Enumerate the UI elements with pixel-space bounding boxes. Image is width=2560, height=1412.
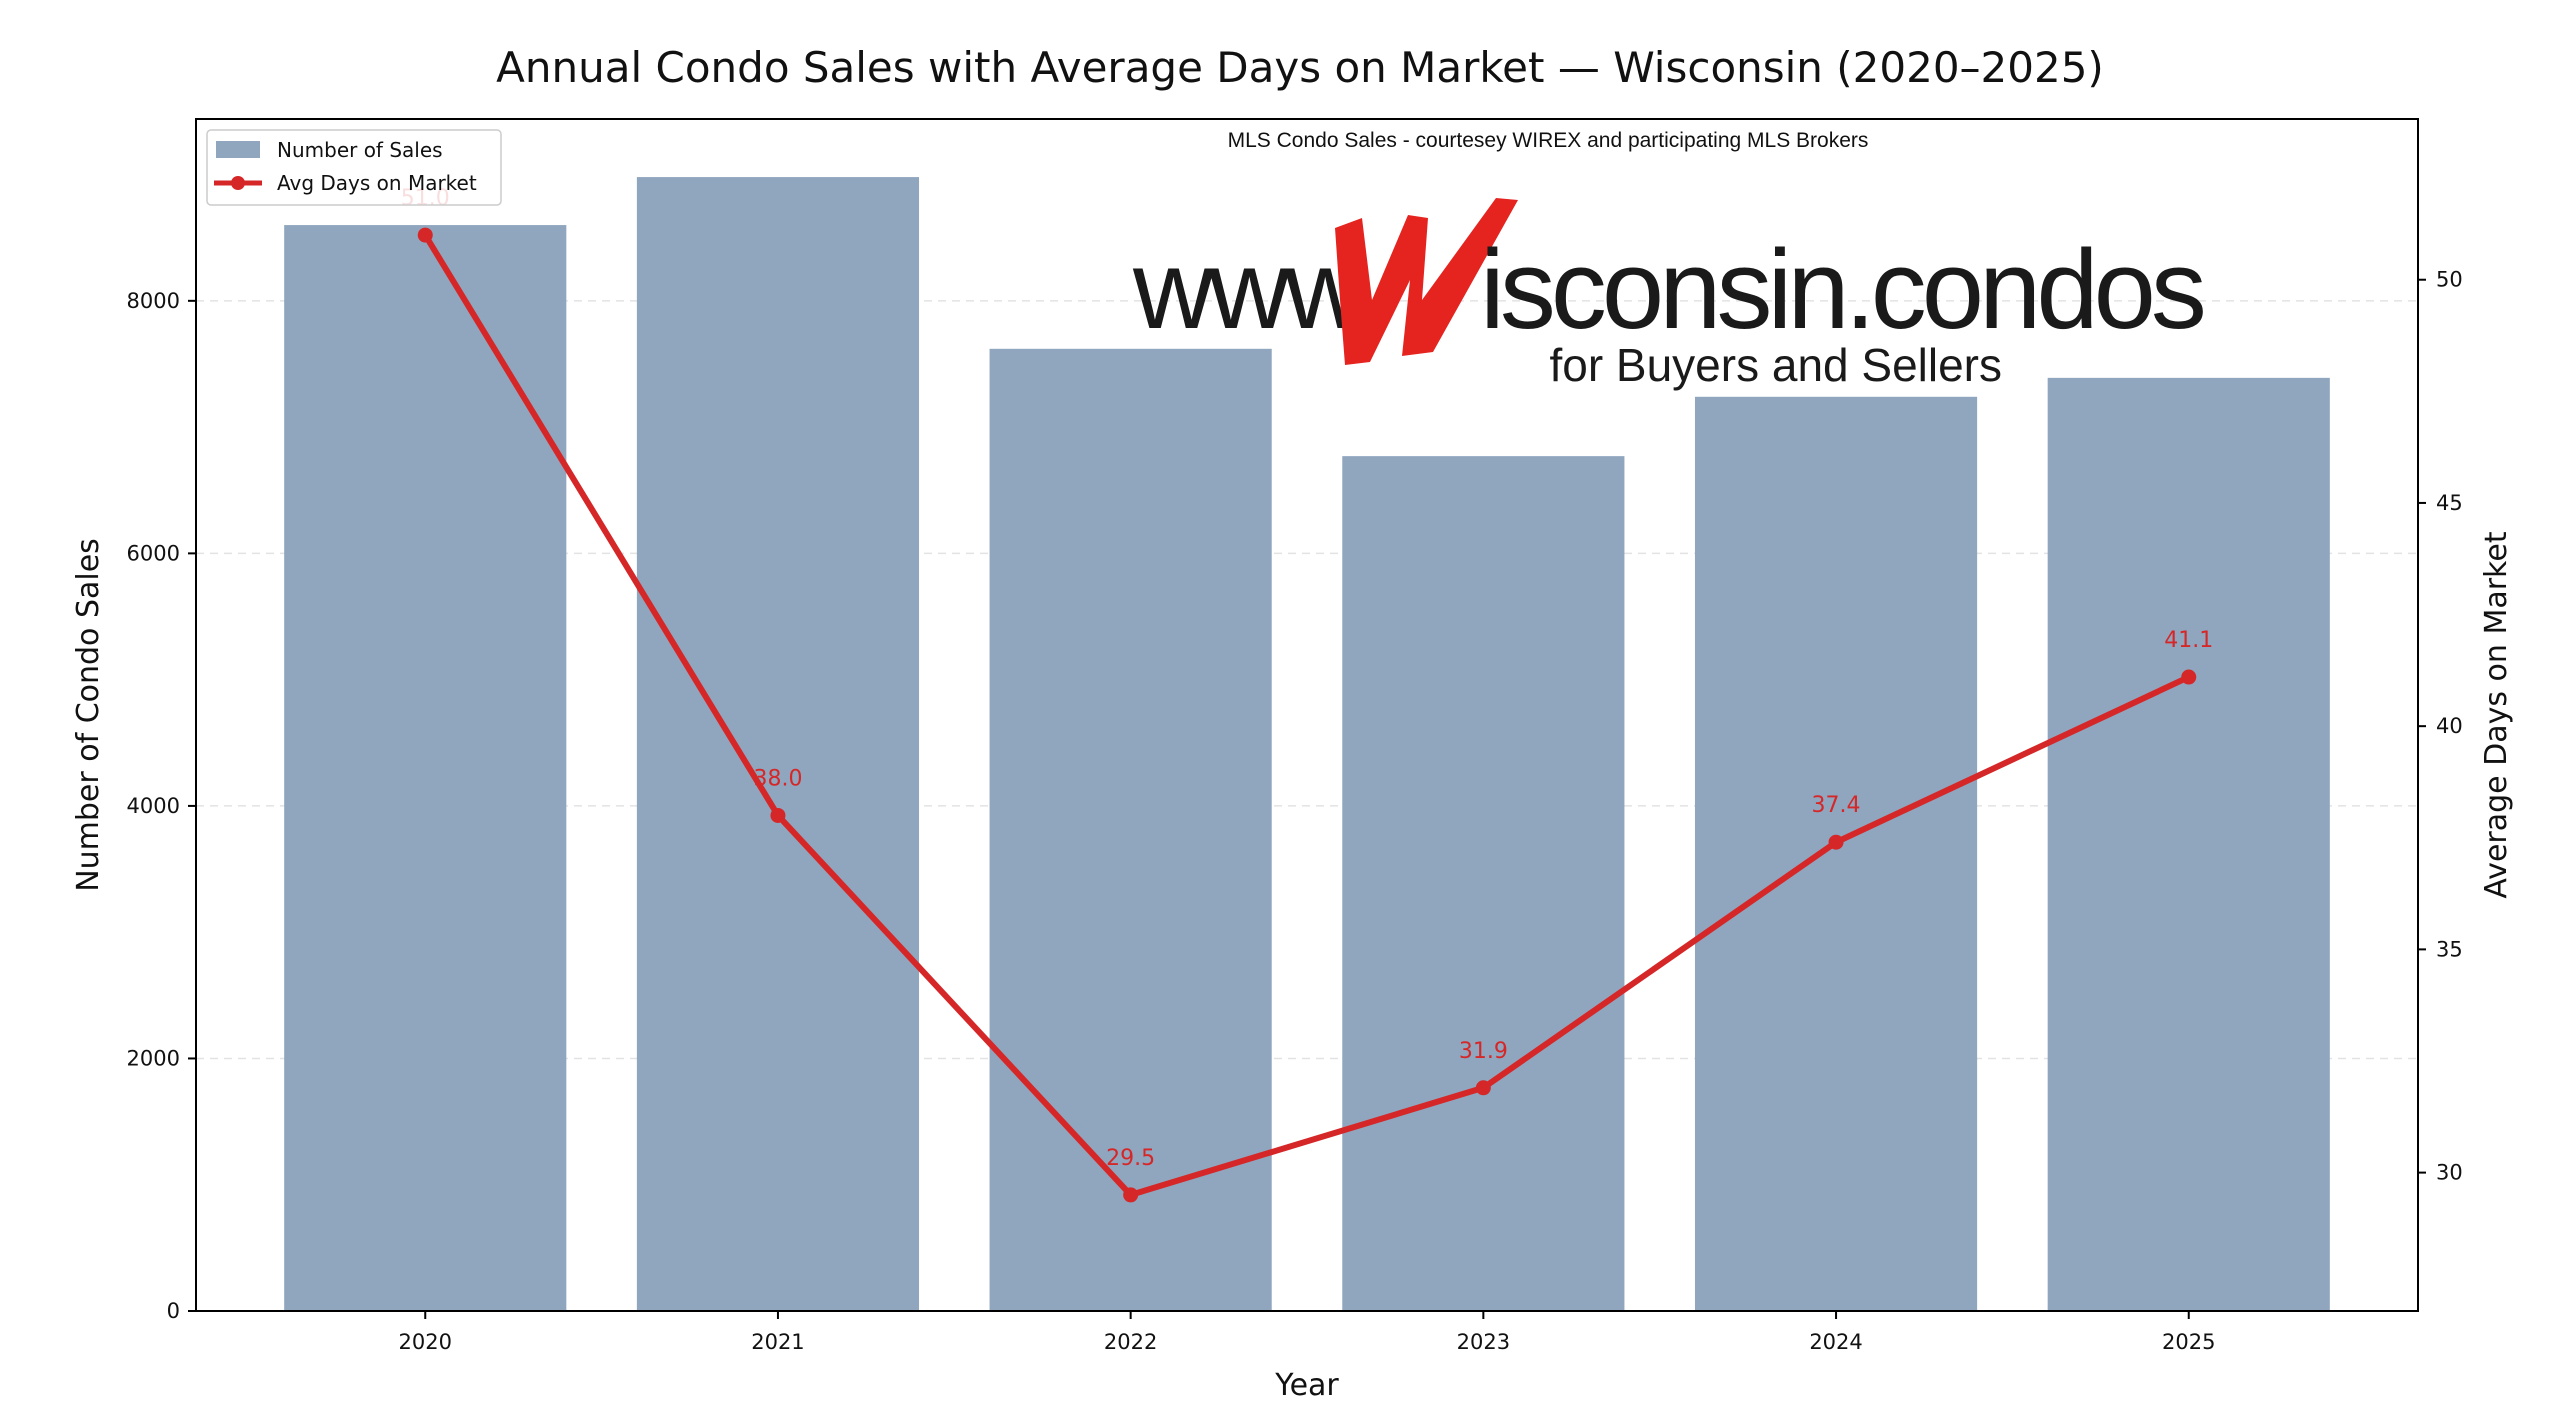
legend: Number of Sales Avg Days on Market	[206, 129, 502, 206]
x-tick-label: 2023	[1457, 1330, 1510, 1354]
y2-tick-label: 50	[2436, 268, 2463, 292]
watermark-site: isconsin.condos	[1480, 227, 2203, 352]
watermark: MLS Condo Sales - courtesey WIREX and pa…	[1132, 129, 2208, 391]
line-point	[417, 227, 433, 243]
watermark-credit: MLS Condo Sales - courtesey WIREX and pa…	[1228, 129, 1869, 152]
watermark-w-logo	[1335, 198, 1518, 365]
y2-tick-label: 40	[2436, 714, 2463, 738]
chart-title: Annual Condo Sales with Average Days on …	[496, 43, 2104, 92]
bar	[1694, 396, 1978, 1311]
line-point	[2181, 669, 2197, 685]
x-tick-label: 2022	[1104, 1330, 1157, 1354]
y-tick-label: 6000	[127, 541, 180, 565]
series-line	[417, 227, 2197, 1203]
plot-frame	[195, 118, 2419, 1312]
y2-axis-label: Average Days on Market	[2479, 531, 2514, 898]
watermark-tagline: for Buyers and Sellers	[1549, 339, 2002, 391]
legend-marker-days	[231, 176, 245, 190]
y-axis-right: 30 35 40 45 50	[2418, 268, 2463, 1185]
legend-label-sales: Number of Sales	[277, 138, 443, 162]
y-tick-label: 4000	[127, 794, 180, 818]
y-axis-label: Number of Condo Sales	[71, 538, 106, 892]
bar	[284, 225, 567, 1312]
legend-swatch-sales	[216, 141, 260, 158]
line-path	[422, 233, 2191, 1198]
legend-label-days: Avg Days on Market	[277, 171, 477, 195]
bar	[1342, 456, 1625, 1312]
y-axis-left: 0 2000 4000 6000 8000	[127, 289, 196, 1323]
y-tick-label: 2000	[127, 1046, 180, 1070]
data-label: 29.5	[1106, 1146, 1155, 1171]
x-tick-label: 2020	[399, 1330, 452, 1354]
y2-tick-label: 30	[2436, 1161, 2463, 1185]
bar	[989, 348, 1272, 1311]
x-tick-label: 2025	[2162, 1330, 2215, 1354]
line-point	[1828, 834, 1844, 850]
x-axis: 2020 2021 2022 2023 2024 2025	[399, 1311, 2215, 1354]
line-point	[770, 807, 786, 823]
line-point	[1123, 1187, 1139, 1203]
y2-tick-label: 45	[2436, 491, 2463, 515]
x-axis-label: Year	[1274, 1368, 1339, 1403]
line-point	[1475, 1080, 1491, 1096]
y-tick-label: 0	[167, 1299, 180, 1323]
y2-tick-label: 35	[2436, 937, 2463, 961]
bar	[636, 177, 920, 1312]
data-label: 31.9	[1459, 1039, 1508, 1064]
x-tick-label: 2021	[751, 1330, 804, 1354]
y-tick-label: 8000	[127, 289, 180, 313]
x-tick-label: 2024	[1809, 1330, 1862, 1354]
bar	[2047, 377, 2330, 1311]
data-label: 37.4	[1812, 793, 1861, 818]
bars	[284, 177, 2330, 1312]
data-label: 38.0	[753, 766, 802, 791]
legend-box	[206, 129, 502, 206]
data-label: 41.1	[2164, 628, 2213, 653]
